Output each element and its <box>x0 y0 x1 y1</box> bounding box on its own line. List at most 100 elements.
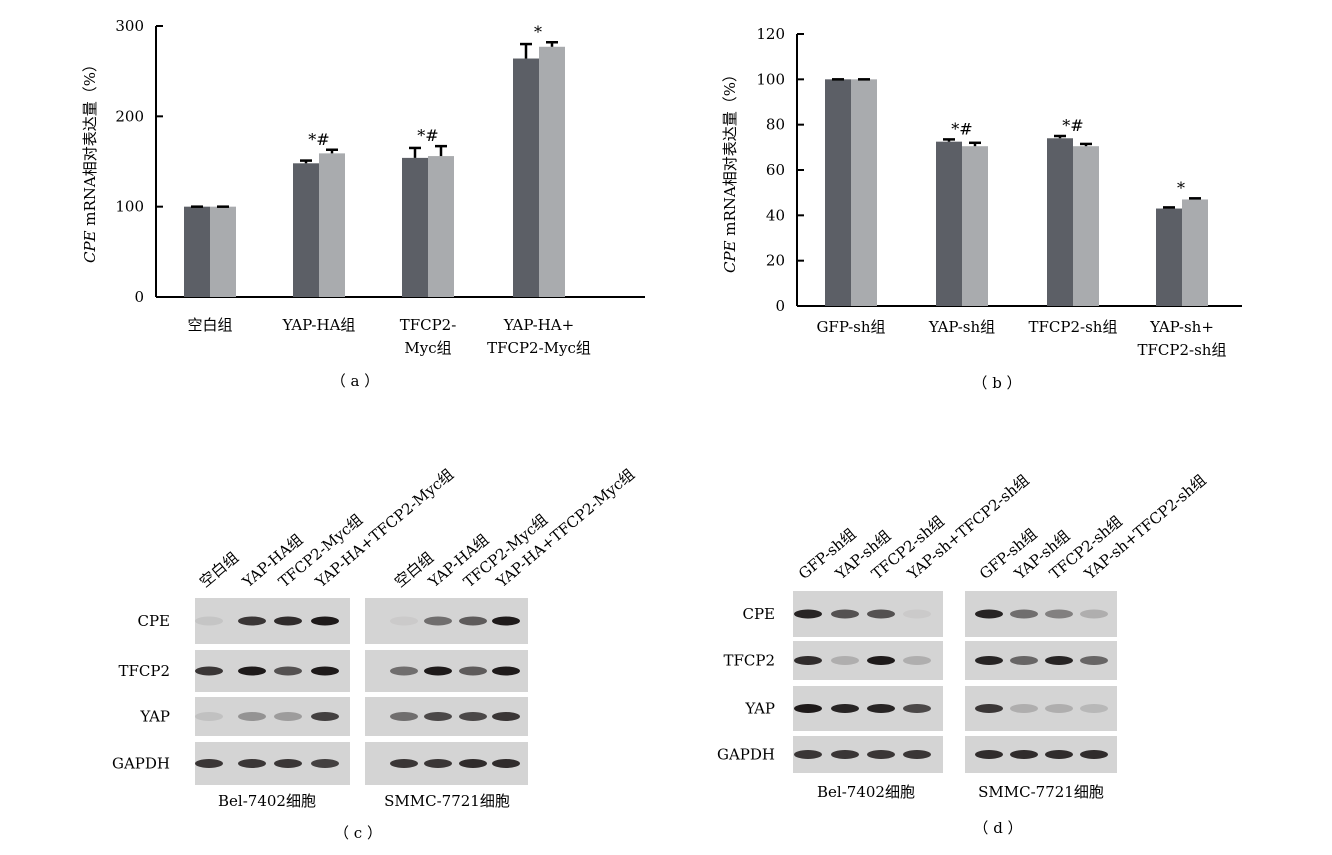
category-labels-b: GFP-sh组 YAP-sh组 TFCP2-sh组 YAP-sh+ TFCP2-sh组 <box>816 318 1226 359</box>
y-tick-label: 0 <box>134 288 144 306</box>
blot-band <box>195 616 223 626</box>
bar <box>539 46 565 297</box>
blot-band <box>390 666 418 676</box>
row-labels-c: CPE TFCP2 YAP GAPDH <box>112 612 170 773</box>
category-label: YAP-sh+ <box>1149 318 1214 336</box>
category-label: YAP-HA组 <box>282 316 356 334</box>
blot-band <box>424 666 452 676</box>
blot-band <box>1045 656 1073 665</box>
western-blot-d: GFP-sh组YAP-sh组TFCP2-sh组YAP-sh+TFCP2-sh组G… <box>717 471 1210 837</box>
blot-band <box>311 666 339 676</box>
significance-label: *# <box>1062 116 1083 135</box>
blot-band <box>390 616 418 626</box>
blot-band <box>903 609 931 619</box>
blot-band <box>867 704 895 713</box>
blot-band <box>459 759 487 768</box>
bar <box>825 79 851 306</box>
bar <box>210 206 236 297</box>
blot-band <box>238 712 266 721</box>
blot-band <box>1080 750 1108 759</box>
category-label: Myc组 <box>404 339 451 357</box>
blot-band <box>274 616 302 626</box>
blot-band <box>492 666 520 676</box>
significance-label: *# <box>417 126 438 145</box>
blot-band <box>794 609 822 619</box>
blot-band <box>975 609 1003 619</box>
blot-band <box>459 666 487 676</box>
lane-labels-c: 空白组YAP-HA组TFCP2-Myc组YAP-HA+TFCP2-Myc组空白组… <box>196 465 638 591</box>
blot-band <box>195 759 223 768</box>
ylabel-b: CPE mRNA相对表达量（%） <box>721 67 739 273</box>
panel-label-b: （ b ） <box>972 374 1021 392</box>
blot-band <box>1045 704 1073 713</box>
y-tick-label: 20 <box>766 252 785 270</box>
y-tick-label: 80 <box>766 116 785 134</box>
bar <box>428 156 454 297</box>
blot-band <box>831 750 859 759</box>
blot-row-label: CPE <box>137 612 170 630</box>
blot-band <box>238 666 266 676</box>
bar <box>1182 199 1208 306</box>
blot-row-label: TFCP2 <box>723 652 775 670</box>
blot-band <box>390 759 418 768</box>
cell-line-label-d-1: Bel-7402细胞 <box>817 783 915 801</box>
blot-band <box>424 616 452 626</box>
blot-band <box>867 609 895 619</box>
y-tick-label: 120 <box>756 25 785 43</box>
panel-label-a: （ a ） <box>331 372 379 390</box>
western-blot-c: 空白组YAP-HA组TFCP2-Myc组YAP-HA+TFCP2-Myc组空白组… <box>112 465 638 842</box>
blot-band <box>1080 609 1108 619</box>
bar <box>184 206 210 297</box>
blot-band <box>492 616 520 626</box>
category-label: TFCP2-sh组 <box>1029 318 1118 336</box>
category-label: TFCP2-Myc组 <box>487 339 591 357</box>
blot-band <box>274 759 302 768</box>
blot-band <box>831 609 859 619</box>
blot-row-label: YAP <box>744 700 775 718</box>
bar <box>851 79 877 306</box>
y-tick-label: 200 <box>115 107 144 125</box>
blot-band <box>1010 656 1038 665</box>
blot-band <box>459 712 487 721</box>
blot-band <box>195 712 223 721</box>
blot-row-label: GAPDH <box>112 755 170 773</box>
blot-band <box>492 712 520 721</box>
bar <box>319 153 345 297</box>
blot-band <box>794 750 822 759</box>
blot-band <box>975 704 1003 713</box>
blot-band <box>903 704 931 713</box>
lane-label: 空白组 <box>196 548 242 591</box>
bar <box>1156 208 1182 306</box>
blot-band <box>903 750 931 759</box>
bar <box>1073 146 1099 306</box>
panel-label-d: （ d ） <box>973 819 1022 837</box>
blots-d <box>793 591 1117 773</box>
blot-band <box>1080 704 1108 713</box>
y-tick-label: 100 <box>115 198 144 216</box>
row-labels-d: CPE TFCP2 YAP GAPDH <box>717 605 775 764</box>
blot-band <box>794 656 822 665</box>
panel-label-c: （ c ） <box>334 824 382 842</box>
blot-band <box>794 704 822 713</box>
blots-c <box>195 598 528 785</box>
category-label: YAP-HA+ <box>503 316 574 334</box>
y-tick-label: 0 <box>775 297 785 315</box>
blot-band <box>311 759 339 768</box>
blot-row-label: GAPDH <box>717 746 775 764</box>
blot-band <box>1010 609 1038 619</box>
ylabel-a: CPE mRNA相对表达量（%） <box>81 57 99 263</box>
bar-chart-a: CPE mRNA相对表达量（%） 0 100 200 300 *# *# * 空白组 YAP… <box>81 17 645 390</box>
blot-band <box>867 750 895 759</box>
blot-band <box>867 656 895 665</box>
blot-band <box>975 750 1003 759</box>
blot-band <box>1045 609 1073 619</box>
bar <box>936 141 962 306</box>
blot-row-label: CPE <box>742 605 775 623</box>
blot-band <box>492 759 520 768</box>
blot-band <box>424 759 452 768</box>
blot-band <box>195 666 223 676</box>
y-tick-label: 40 <box>766 206 785 224</box>
category-label: TFCP2-sh组 <box>1138 341 1227 359</box>
blot-row-label: TFCP2 <box>118 662 170 680</box>
blot-band <box>1010 750 1038 759</box>
